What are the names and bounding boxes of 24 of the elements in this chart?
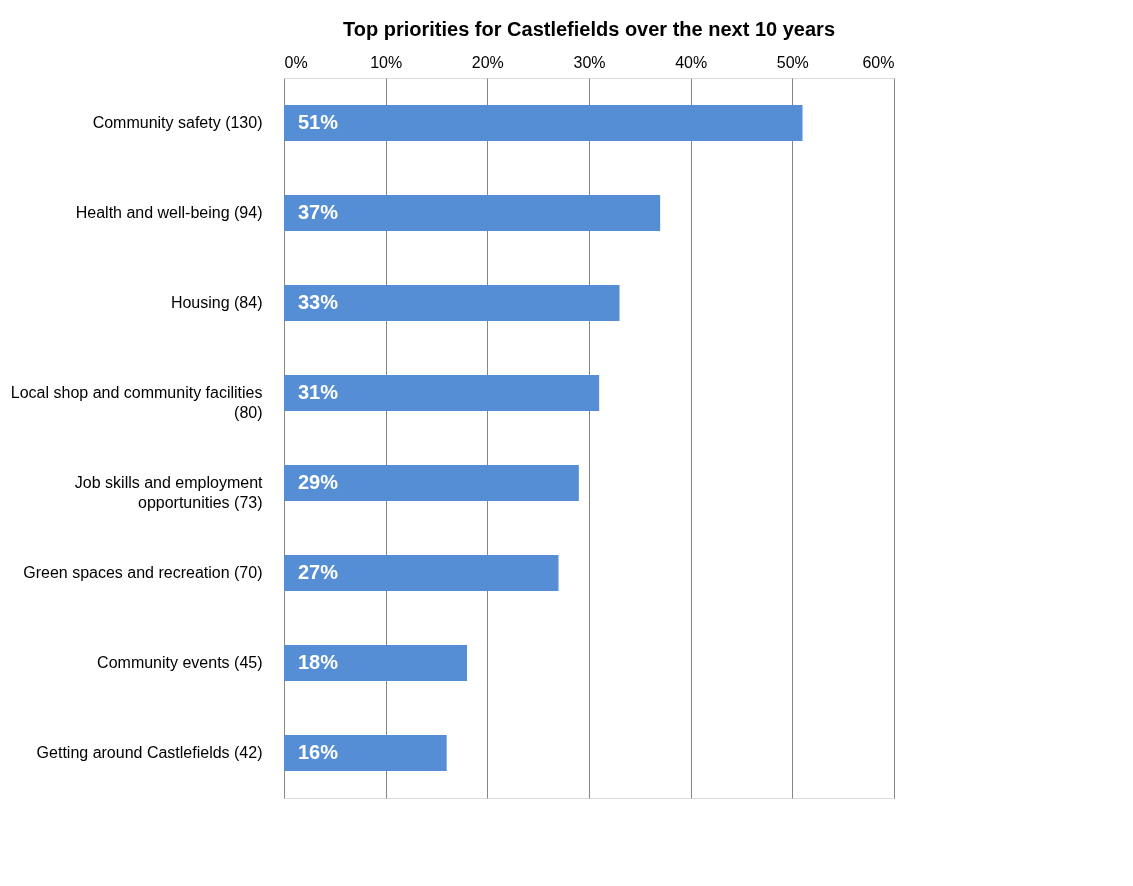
data-label: 31% xyxy=(298,381,339,403)
y-tick-label: Health and well-being (94) xyxy=(75,204,263,221)
x-tick-label: 40% xyxy=(675,53,708,71)
y-tick-label: Community safety (130) xyxy=(92,114,263,131)
x-tick-label: 20% xyxy=(471,53,504,71)
data-label: 18% xyxy=(298,651,339,673)
x-tick-label: 50% xyxy=(776,53,809,71)
y-tick-label: Job skills and employment opportunities (73) xyxy=(74,474,264,511)
y-tick-label: Local shop and community facilities (80) xyxy=(10,384,263,421)
y-tick-label: Getting around Castlefields (42) xyxy=(36,744,263,761)
x-tick-label: 10% xyxy=(370,53,403,71)
data-label: 27% xyxy=(298,561,339,583)
data-label: 33% xyxy=(298,291,339,313)
x-tick-label: 0% xyxy=(284,53,308,71)
data-label: 51% xyxy=(298,111,339,133)
y-tick-label: Community events (45) xyxy=(97,654,263,671)
y-tick-label: Housing (84) xyxy=(170,294,263,311)
y-tick-label: Green spaces and recreation (70) xyxy=(23,564,263,581)
chart-title: Top priorities for Castlefields over the next 10 years xyxy=(342,18,836,40)
x-tick-label: 30% xyxy=(573,53,606,71)
data-label: 37% xyxy=(298,201,339,223)
data-label: 29% xyxy=(298,471,339,493)
data-label: 16% xyxy=(298,741,339,763)
x-tick-label: 60% xyxy=(862,53,895,71)
